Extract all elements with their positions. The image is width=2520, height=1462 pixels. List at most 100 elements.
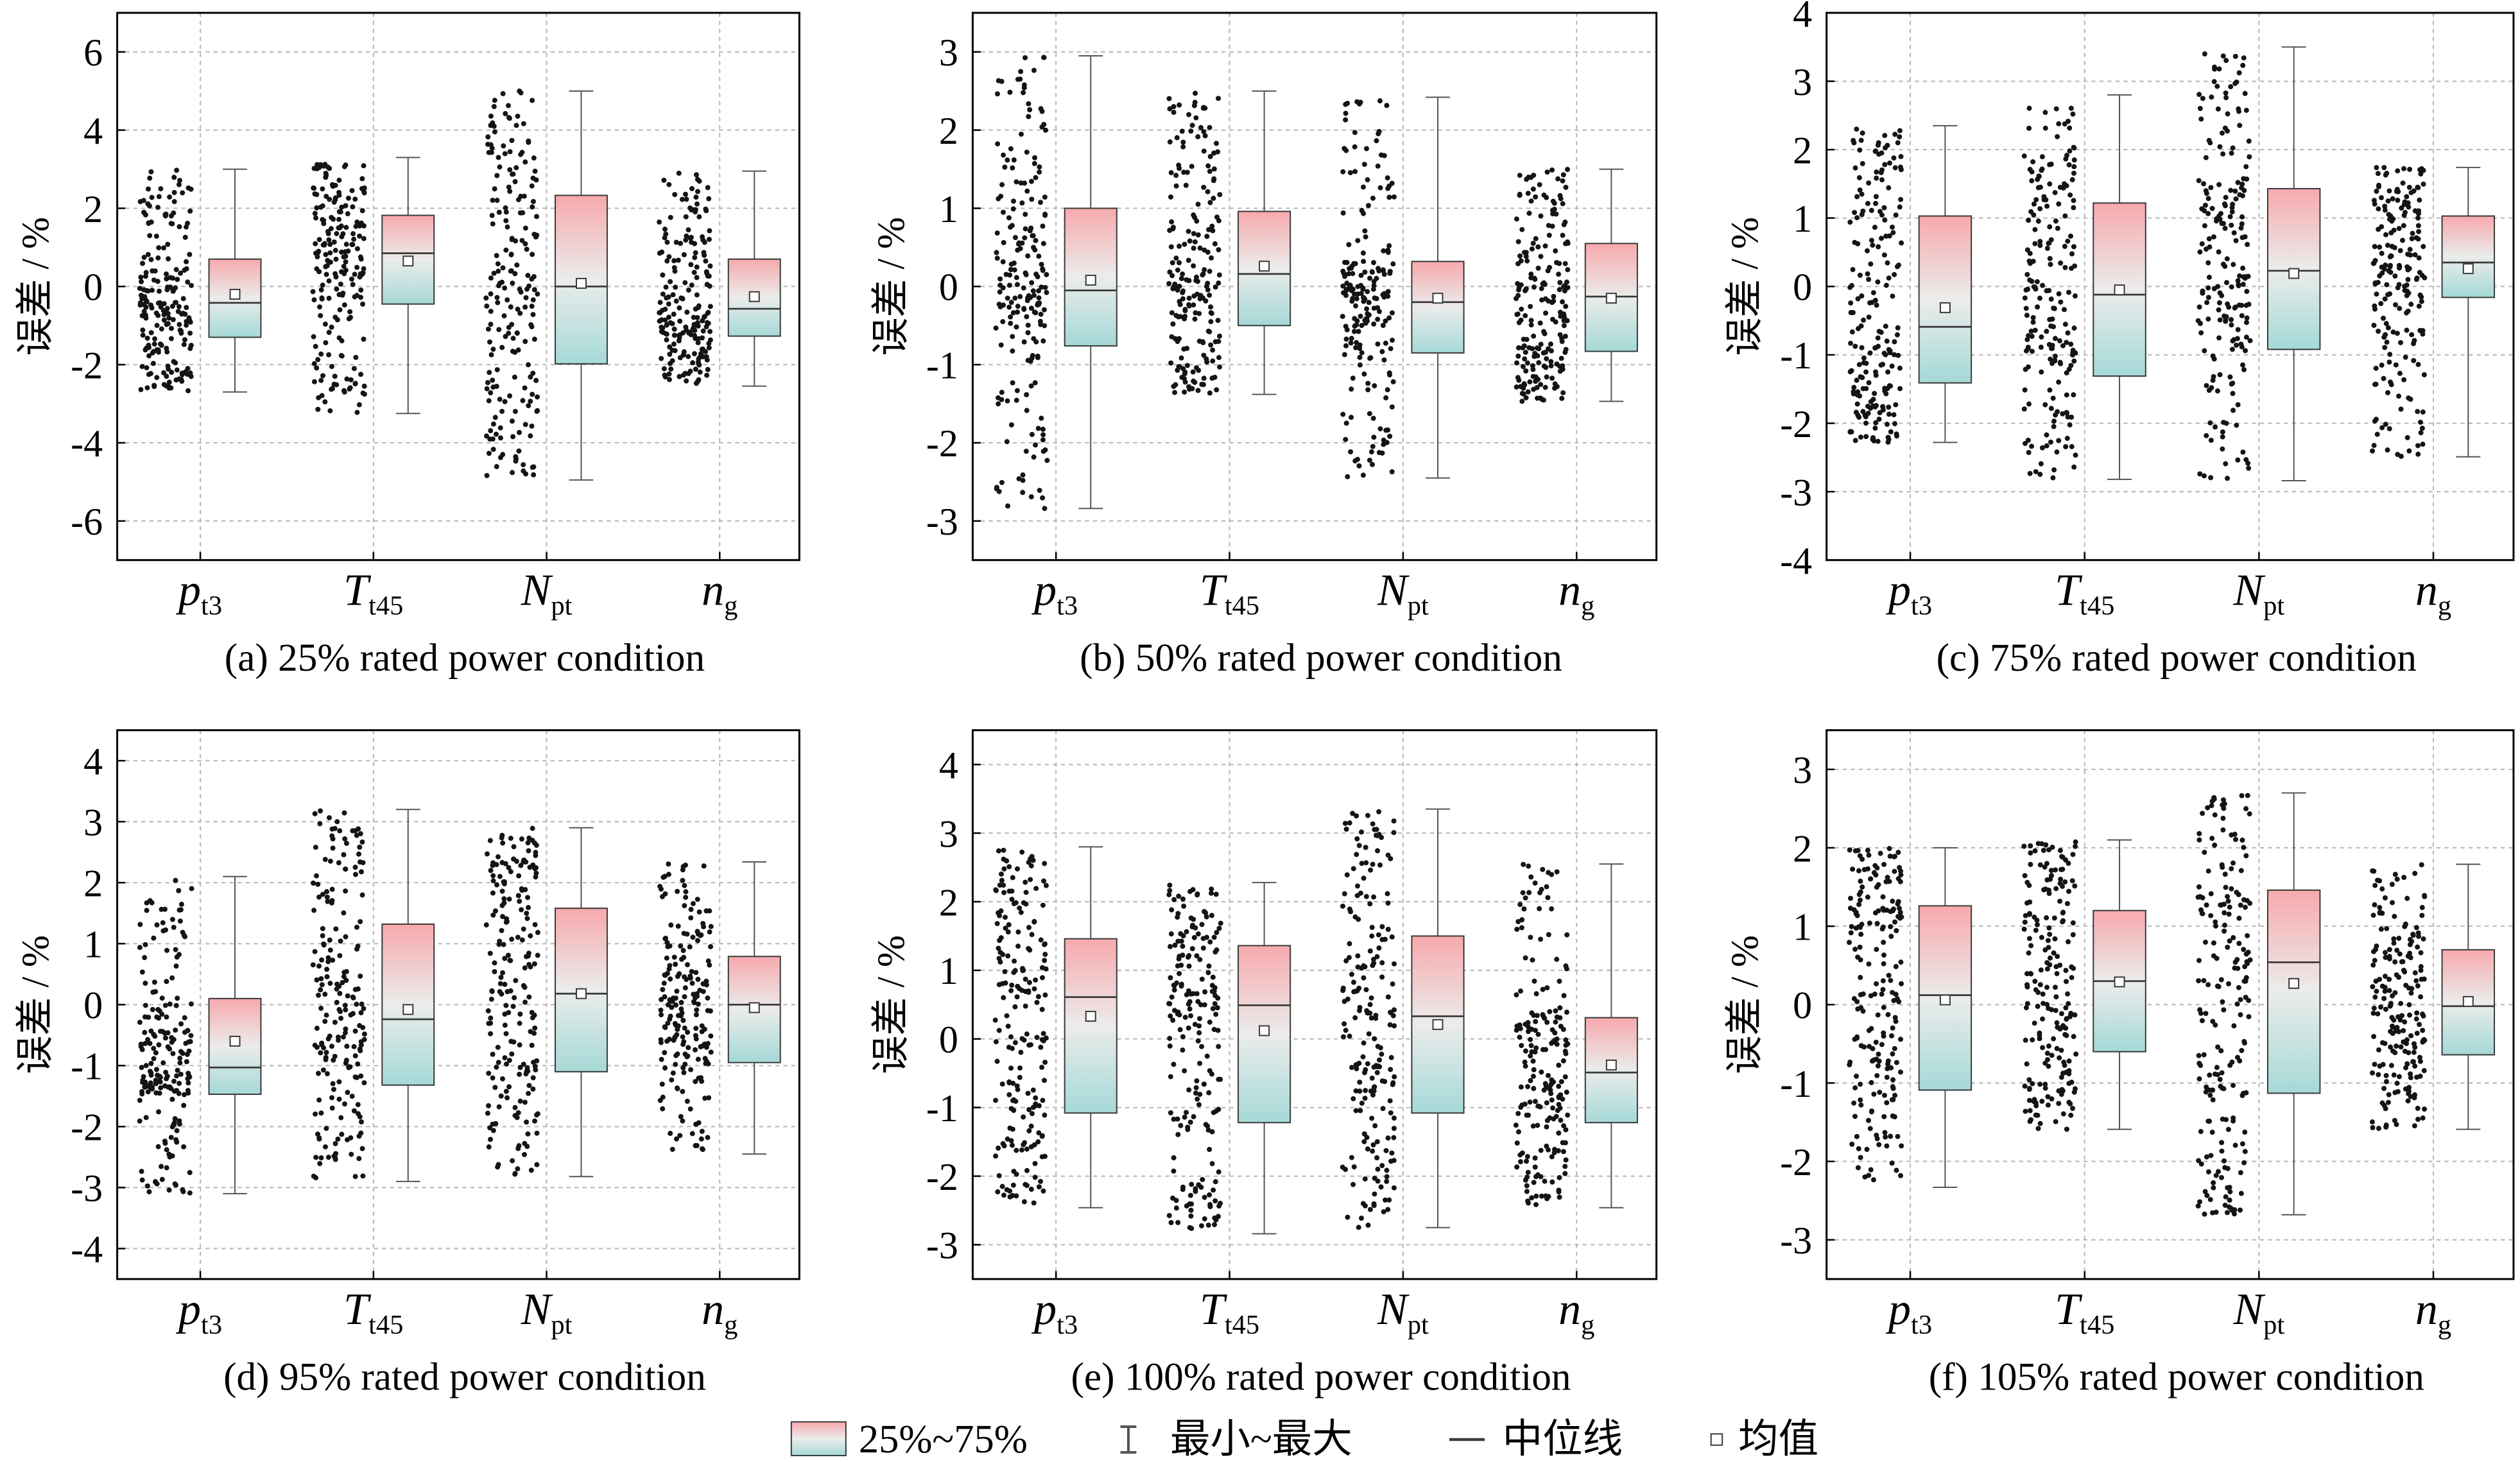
scatter-point: [1555, 176, 1561, 182]
scatter-point: [530, 465, 535, 470]
scatter-point: [150, 350, 155, 356]
scatter-point: [522, 999, 528, 1005]
scatter-point: [496, 942, 502, 947]
scatter-point: [341, 910, 347, 916]
scatter-point: [2246, 1014, 2252, 1020]
scatter-point: [673, 1002, 678, 1008]
scatter-point: [332, 1019, 338, 1025]
scatter-point: [2240, 265, 2246, 271]
mean-marker: [2288, 977, 2300, 989]
scatter-point: [675, 924, 681, 929]
scatter-point: [2231, 1083, 2236, 1088]
scatter-point: [2038, 461, 2044, 467]
scatter-point: [153, 1078, 159, 1083]
scatter-point: [1515, 311, 1521, 317]
scatter-point: [148, 330, 154, 336]
scatter-point: [2219, 293, 2225, 298]
scatter-point: [1014, 1193, 1019, 1199]
scatter-point: [341, 1101, 347, 1107]
scatter-point: [146, 353, 152, 359]
scatter-point: [526, 994, 532, 1000]
box-0: [1064, 55, 1118, 510]
scatter-point: [1526, 345, 1532, 350]
scatter-point: [1036, 254, 1042, 259]
scatter-point: [352, 872, 358, 877]
scatter-point: [490, 863, 496, 868]
scatter-point: [343, 259, 349, 265]
scatter-point: [1538, 213, 1544, 219]
scatter-point: [488, 1015, 494, 1021]
category-subscript: pt: [2263, 591, 2284, 621]
scatter-point: [1863, 369, 1869, 375]
scatter-point: [1340, 1164, 1345, 1170]
scatter-point: [1042, 942, 1048, 947]
scatter-point: [2421, 244, 2426, 250]
scatter-point: [177, 1081, 182, 1087]
scatter-point: [1040, 902, 1046, 908]
scatter-point: [1557, 193, 1563, 198]
scatter-point: [1517, 384, 1523, 390]
scatter-point: [1363, 1088, 1368, 1094]
scatter-point: [1358, 273, 1364, 279]
scatter-point: [512, 1105, 518, 1110]
scatter-point: [333, 926, 339, 932]
scatter-point: [2408, 252, 2413, 258]
scatter-point: [521, 462, 526, 468]
scatter-point: [1028, 1123, 1034, 1129]
scatter-point: [140, 332, 146, 338]
scatter-point: [664, 940, 670, 945]
scatter-point: [512, 409, 518, 415]
scatter-point: [1532, 1164, 1538, 1170]
scatter-point: [1204, 1053, 1210, 1059]
scatter-point: [1858, 975, 1863, 981]
scatter-point: [1867, 1126, 1873, 1131]
scatter-point: [145, 1036, 151, 1042]
scatter-point: [159, 1164, 164, 1169]
scatter-point: [318, 313, 324, 318]
scatter-point: [173, 267, 179, 273]
scatter-point: [2204, 383, 2209, 388]
iqr-box: [2441, 949, 2496, 1056]
scatter-point: [994, 485, 999, 490]
scatter-point: [1031, 160, 1037, 166]
scatter-point: [525, 1131, 531, 1137]
scatter-point: [1385, 994, 1391, 1000]
scatter-point: [505, 1095, 510, 1101]
scatter-point: [1556, 271, 1562, 277]
category-symbol: N: [521, 1285, 553, 1334]
scatter-point: [2070, 852, 2076, 857]
scatter-point: [1011, 157, 1017, 163]
scatter-point: [1368, 1088, 1374, 1094]
scatter-point: [996, 848, 1001, 854]
scatter-point: [1542, 1081, 1548, 1087]
scatter-point: [1218, 1076, 1223, 1082]
scatter-point: [1852, 343, 1858, 349]
scatter-point: [1847, 429, 1853, 434]
scatter-point: [345, 1137, 350, 1142]
scatter-point: [1526, 890, 1532, 895]
scatter-point: [1175, 1011, 1180, 1017]
scatter-point: [515, 1146, 521, 1151]
scatter-point: [2218, 977, 2224, 983]
scatter-point: [1201, 148, 1207, 154]
scatter-point: [1544, 1143, 1549, 1149]
scatter-point: [1175, 1219, 1181, 1225]
mean-marker: [2462, 263, 2474, 275]
scatter-point: [1516, 320, 1522, 325]
scatter-point: [1028, 383, 1034, 389]
scatter-point: [1381, 1209, 1386, 1215]
scatter-point: [1202, 989, 1208, 995]
scatter-point: [1024, 150, 1030, 155]
scatter-point: [488, 113, 494, 119]
scatter-point: [502, 1055, 508, 1061]
scatter-point: [150, 1006, 155, 1012]
category-subscript: t3: [1057, 1310, 1078, 1340]
scatter-point: [683, 895, 689, 900]
scatter-point: [2026, 1077, 2032, 1083]
category-symbol: n: [702, 1285, 724, 1334]
scatter-point: [2382, 203, 2388, 209]
scatter-point: [535, 929, 540, 935]
scatter-point: [1895, 899, 1901, 904]
scatter-group-3: [1514, 167, 1571, 404]
scatter-point: [1360, 184, 1366, 190]
